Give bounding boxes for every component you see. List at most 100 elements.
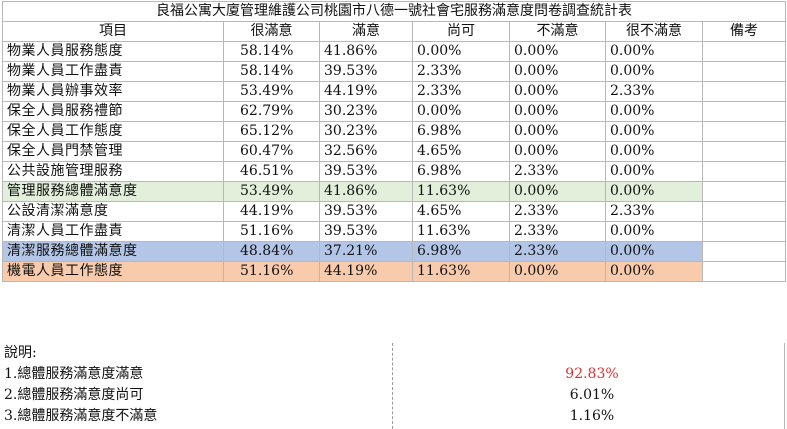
survey-table: 良福公寓大廈管理維護公司桃園市八德一號社會宅服務滿意度問卷調查統計表 項目 很滿… bbox=[2, 1, 786, 282]
row-value-cell: 0.00% bbox=[509, 61, 606, 82]
row-value-cell: 44.19% bbox=[319, 261, 413, 282]
row-value-cell: 65.12% bbox=[223, 121, 320, 142]
row-item-name: 清潔人員工作盡責 bbox=[2, 221, 224, 242]
header-fair: 尚可 bbox=[412, 21, 510, 42]
header-row: 項目 很滿意 滿意 尚可 不滿意 很不滿意 備考 bbox=[2, 21, 786, 42]
row-value-cell: 41.86% bbox=[319, 181, 413, 202]
row-value-cell: 2.33% bbox=[509, 241, 606, 262]
row-remark-cell bbox=[702, 61, 786, 82]
row-value-cell: 2.33% bbox=[412, 61, 510, 82]
row-value-cell: 11.63% bbox=[412, 221, 510, 242]
table-row: 物業人員辦事效率 53.49% 44.19% 2.33% 0.00% 2.33% bbox=[2, 81, 786, 102]
table-row: 清潔人員工作盡責 51.16% 39.53% 11.63% 2.33% 0.00% bbox=[2, 221, 786, 242]
row-value-cell: 0.00% bbox=[605, 101, 703, 122]
table-row: 保全人員服務禮節 62.79% 30.23% 0.00% 0.00% 0.00% bbox=[2, 101, 786, 122]
row-value-cell: 53.49% bbox=[223, 181, 320, 202]
row-item-name: 公共設施管理服務 bbox=[2, 161, 224, 182]
title-row: 良福公寓大廈管理維護公司桃園市八德一號社會宅服務滿意度問卷調查統計表 bbox=[2, 1, 786, 22]
row-remark-cell bbox=[702, 141, 786, 162]
row-item-name: 機電人員工作態度 bbox=[2, 261, 224, 282]
row-value-cell: 58.14% bbox=[223, 41, 320, 62]
row-value-cell: 2.33% bbox=[509, 161, 606, 182]
notes-heading: 說明: bbox=[4, 345, 37, 361]
row-value-cell: 2.33% bbox=[509, 201, 606, 222]
row-value-cell: 48.84% bbox=[223, 241, 320, 262]
table-row: 清潔服務總體滿意度 48.84% 37.21% 6.98% 2.33% 0.00% bbox=[2, 241, 786, 262]
note-value: 6.01% bbox=[569, 387, 615, 403]
note-item: 3.總體服務滿意度不滿意 1.16% bbox=[2, 406, 785, 427]
row-remark-cell bbox=[702, 241, 786, 262]
row-value-cell: 39.53% bbox=[319, 201, 413, 222]
row-item-name: 保全人員門禁管理 bbox=[2, 141, 224, 162]
header-dissatisfied: 不滿意 bbox=[509, 21, 606, 42]
row-value-cell: 2.33% bbox=[605, 81, 703, 102]
note-value: 1.16% bbox=[569, 408, 615, 424]
row-value-cell: 51.16% bbox=[223, 221, 320, 242]
row-remark-cell bbox=[702, 121, 786, 142]
row-value-cell: 30.23% bbox=[319, 121, 413, 142]
sheet-title: 良福公寓大廈管理維護公司桃園市八德一號社會宅服務滿意度問卷調查統計表 bbox=[2, 1, 786, 22]
row-remark-cell bbox=[702, 81, 786, 102]
row-value-cell: 39.53% bbox=[319, 61, 413, 82]
table-row: 機電人員工作態度 51.16% 44.19% 11.63% 0.00% 0.00% bbox=[2, 261, 786, 282]
row-value-cell: 0.00% bbox=[605, 261, 703, 282]
note-item: 1.總體服務滿意度滿意 92.83% bbox=[2, 364, 785, 385]
row-value-cell: 44.19% bbox=[319, 81, 413, 102]
note-item: 2.總體服務滿意度尚可 6.01% bbox=[2, 385, 785, 406]
note-label: 1.總體服務滿意度滿意 bbox=[4, 366, 144, 382]
row-remark-cell bbox=[702, 261, 786, 282]
row-value-cell: 0.00% bbox=[509, 81, 606, 102]
row-value-cell: 0.00% bbox=[605, 161, 703, 182]
row-value-cell: 58.14% bbox=[223, 61, 320, 82]
notes-divider bbox=[392, 343, 393, 429]
row-value-cell: 39.53% bbox=[319, 221, 413, 242]
row-value-cell: 6.98% bbox=[412, 121, 510, 142]
row-item-name: 保全人員服務禮節 bbox=[2, 101, 224, 122]
table-row: 公設清潔滿意度 44.19% 39.53% 4.65% 2.33% 2.33% bbox=[2, 201, 786, 222]
row-value-cell: 0.00% bbox=[412, 101, 510, 122]
table-row: 公共設施管理服務 46.51% 39.53% 6.98% 2.33% 0.00% bbox=[2, 161, 786, 182]
row-value-cell: 37.21% bbox=[319, 241, 413, 262]
row-value-cell: 0.00% bbox=[509, 101, 606, 122]
note-value: 92.83% bbox=[565, 366, 619, 382]
table-row: 保全人員工作態度 65.12% 30.23% 6.98% 0.00% 0.00% bbox=[2, 121, 786, 142]
row-remark-cell bbox=[702, 201, 786, 222]
row-value-cell: 53.49% bbox=[223, 81, 320, 102]
row-value-cell: 41.86% bbox=[319, 41, 413, 62]
row-value-cell: 0.00% bbox=[509, 121, 606, 142]
table-row: 保全人員門禁管理 60.47% 32.56% 4.65% 0.00% 0.00% bbox=[2, 141, 786, 162]
row-value-cell: 44.19% bbox=[223, 201, 320, 222]
row-value-cell: 0.00% bbox=[509, 261, 606, 282]
table-row: 管理服務總體滿意度 53.49% 41.86% 11.63% 0.00% 0.00% bbox=[2, 181, 786, 202]
row-value-cell: 11.63% bbox=[412, 181, 510, 202]
row-item-name: 管理服務總體滿意度 bbox=[2, 181, 224, 202]
row-value-cell: 0.00% bbox=[509, 41, 606, 62]
row-value-cell: 62.79% bbox=[223, 101, 320, 122]
row-value-cell: 0.00% bbox=[605, 41, 703, 62]
row-value-cell: 4.65% bbox=[412, 201, 510, 222]
row-value-cell: 0.00% bbox=[605, 141, 703, 162]
header-remarks: 備考 bbox=[702, 21, 786, 42]
notes-heading-row: 說明: bbox=[2, 343, 785, 364]
row-value-cell: 0.00% bbox=[605, 61, 703, 82]
header-very-dissatisfied: 很不滿意 bbox=[605, 21, 703, 42]
header-very-satisfied: 很滿意 bbox=[223, 21, 320, 42]
row-value-cell: 0.00% bbox=[605, 221, 703, 242]
row-item-name: 保全人員工作態度 bbox=[2, 121, 224, 142]
row-value-cell: 2.33% bbox=[412, 81, 510, 102]
row-remark-cell bbox=[702, 161, 786, 182]
row-remark-cell bbox=[702, 41, 786, 62]
row-value-cell: 30.23% bbox=[319, 101, 413, 122]
row-value-cell: 46.51% bbox=[223, 161, 320, 182]
row-value-cell: 60.47% bbox=[223, 141, 320, 162]
row-item-name: 清潔服務總體滿意度 bbox=[2, 241, 224, 262]
note-label: 3.總體服務滿意度不滿意 bbox=[4, 408, 158, 424]
row-value-cell: 51.16% bbox=[223, 261, 320, 282]
row-value-cell: 2.33% bbox=[605, 201, 703, 222]
row-remark-cell bbox=[702, 221, 786, 242]
header-satisfied: 滿意 bbox=[319, 21, 413, 42]
row-value-cell: 11.63% bbox=[412, 261, 510, 282]
row-value-cell: 2.33% bbox=[509, 221, 606, 242]
row-item-name: 物業人員工作盡責 bbox=[2, 61, 224, 82]
